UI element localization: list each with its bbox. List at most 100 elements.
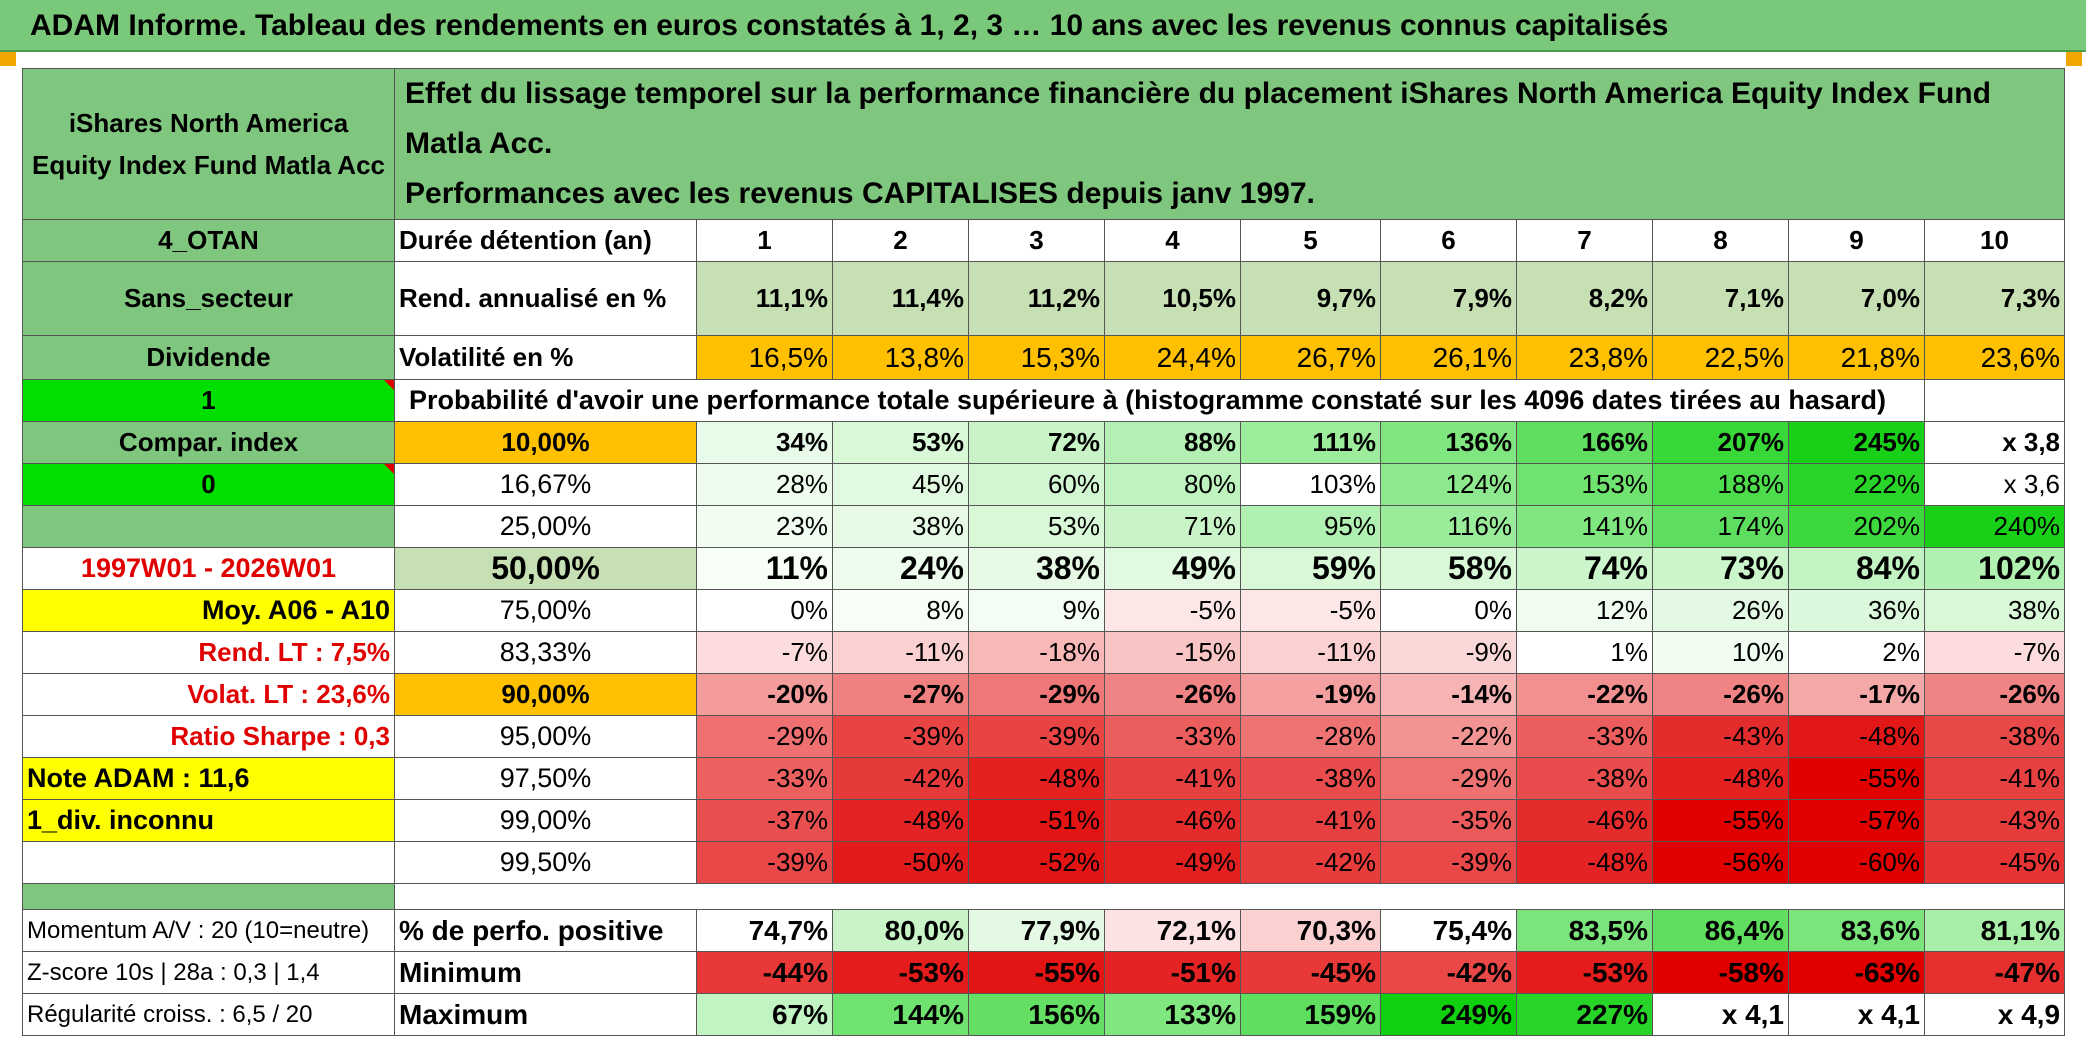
- prob-cell: 38%: [968, 547, 1105, 590]
- prob-cell: -14%: [1380, 673, 1517, 716]
- prob-cell: 102%: [1923, 547, 2066, 590]
- prob-cell: -57%: [1788, 799, 1925, 842]
- volat-cell: 16,5%: [696, 335, 833, 380]
- prob-cell: 28%: [696, 463, 833, 506]
- prob-cell: -5%: [1240, 589, 1381, 632]
- prob-threshold: 75,00%: [394, 589, 697, 632]
- duree-label: Durée détention (an): [394, 219, 697, 262]
- description-line2: Performances avec les revenus CAPITALISE…: [405, 177, 1315, 210]
- flag-one: 1: [22, 379, 395, 422]
- perf-pos-cell: 74,7%: [696, 909, 833, 952]
- prob-cell: -51%: [968, 799, 1105, 842]
- prob-cell: 240%: [1923, 505, 2066, 548]
- prob-cell: -41%: [1923, 757, 2066, 800]
- period: 1997W01 - 2026W01: [22, 547, 395, 590]
- perf-pos-cell: 83,5%: [1516, 909, 1653, 952]
- maximum-cell: 156%: [968, 993, 1105, 1036]
- rend-label: Rend. annualisé en %: [394, 261, 697, 336]
- prob-threshold: 95,00%: [394, 715, 697, 758]
- minimum-label: Minimum: [394, 951, 697, 994]
- prob-threshold: 16,67%: [394, 463, 697, 506]
- maximum-cell: 159%: [1240, 993, 1381, 1036]
- prob-cell: 34%: [696, 421, 833, 464]
- prob-cell: 166%: [1516, 421, 1653, 464]
- prob-cell: 202%: [1788, 505, 1925, 548]
- prob-cell: -22%: [1516, 673, 1653, 716]
- minimum-cell: -53%: [832, 951, 969, 994]
- minimum-cell: -42%: [1380, 951, 1517, 994]
- performance-table: iShares North America Equity Index Fund …: [22, 68, 2066, 1036]
- rend-cell: 11,1%: [696, 261, 833, 336]
- prob-threshold: 99,50%: [394, 841, 697, 884]
- prob-cell: -42%: [1240, 841, 1381, 884]
- prob-cell: -43%: [1923, 799, 2066, 842]
- prob-cell: 24%: [832, 547, 969, 590]
- perf-pos-cell: 72,1%: [1104, 909, 1241, 952]
- prob-cell: 207%: [1652, 421, 1789, 464]
- prob-cell: -49%: [1104, 841, 1241, 884]
- prob-cell: -48%: [968, 757, 1105, 800]
- prob-cell: 222%: [1788, 463, 1925, 506]
- year-header: 5: [1240, 219, 1381, 262]
- empty-cell: [22, 841, 395, 884]
- prob-cell: -39%: [968, 715, 1105, 758]
- minimum-cell: -44%: [696, 951, 833, 994]
- prob-cell: -33%: [696, 757, 833, 800]
- prob-cell: 1%: [1516, 631, 1653, 674]
- prob-cell: -28%: [1240, 715, 1381, 758]
- volat-cell: 23,8%: [1516, 335, 1653, 380]
- prob-cell: 95%: [1240, 505, 1381, 548]
- maximum-cell: x 4,1: [1788, 993, 1925, 1036]
- description-line1: Effet du lissage temporel sur la perform…: [405, 77, 1991, 160]
- minimum-cell: -51%: [1104, 951, 1241, 994]
- prob-cell: -5%: [1104, 589, 1241, 632]
- rend-cell: 7,3%: [1923, 261, 2066, 336]
- prob-cell: 26%: [1652, 589, 1789, 632]
- perf-pos-cell: 77,9%: [968, 909, 1105, 952]
- rend-lt: Rend. LT : 7,5%: [22, 631, 395, 674]
- year-header: 3: [968, 219, 1105, 262]
- rend-cell: 11,2%: [968, 261, 1105, 336]
- rend-cell: 9,7%: [1240, 261, 1381, 336]
- spacer-bar: [22, 883, 395, 910]
- prob-cell: 124%: [1380, 463, 1517, 506]
- perf-pos-cell: 81,1%: [1923, 909, 2066, 952]
- flag-zero: 0: [22, 463, 395, 506]
- volat-cell: 15,3%: [968, 335, 1105, 380]
- prob-cell: 0%: [696, 589, 833, 632]
- rend-cell: 7,9%: [1380, 261, 1517, 336]
- perf-pos-cell: 70,3%: [1240, 909, 1381, 952]
- prob-cell: -48%: [832, 799, 969, 842]
- prob-cell: 8%: [832, 589, 969, 632]
- spacer-row: [393, 883, 2066, 910]
- prob-cell: 60%: [968, 463, 1105, 506]
- prob-cell: -9%: [1380, 631, 1517, 674]
- prob-cell: -35%: [1380, 799, 1517, 842]
- prob-cell: 153%: [1516, 463, 1653, 506]
- volat-cell: 24,4%: [1104, 335, 1241, 380]
- maximum-cell: 67%: [696, 993, 833, 1036]
- prob-cell: -48%: [1788, 715, 1925, 758]
- volat-cell: 23,6%: [1923, 335, 2066, 380]
- prob-cell: 10%: [1652, 631, 1789, 674]
- prob-cell: -38%: [1240, 757, 1381, 800]
- description: Effet du lissage temporel sur la perform…: [393, 68, 2066, 220]
- prob-cell: 53%: [832, 421, 969, 464]
- prob-cell: -42%: [832, 757, 969, 800]
- prob-cell: 9%: [968, 589, 1105, 632]
- prob-cell: -18%: [968, 631, 1105, 674]
- prob-cell: -60%: [1788, 841, 1925, 884]
- prob-cell: -26%: [1923, 673, 2066, 716]
- dividend-label: Dividende: [22, 335, 395, 380]
- prob-cell: 84%: [1788, 547, 1925, 590]
- prob-cell: x 3,6: [1923, 463, 2066, 506]
- momentum: Momentum A/V : 20 (10=neutre): [22, 909, 395, 952]
- prob-cell: 80%: [1104, 463, 1241, 506]
- volat-cell: 22,5%: [1652, 335, 1789, 380]
- prob-cell: -56%: [1652, 841, 1789, 884]
- prob-cell: -48%: [1516, 841, 1653, 884]
- year-header: 9: [1788, 219, 1925, 262]
- minimum-cell: -55%: [968, 951, 1105, 994]
- volat-cell: 21,8%: [1788, 335, 1925, 380]
- prob-cell: -29%: [696, 715, 833, 758]
